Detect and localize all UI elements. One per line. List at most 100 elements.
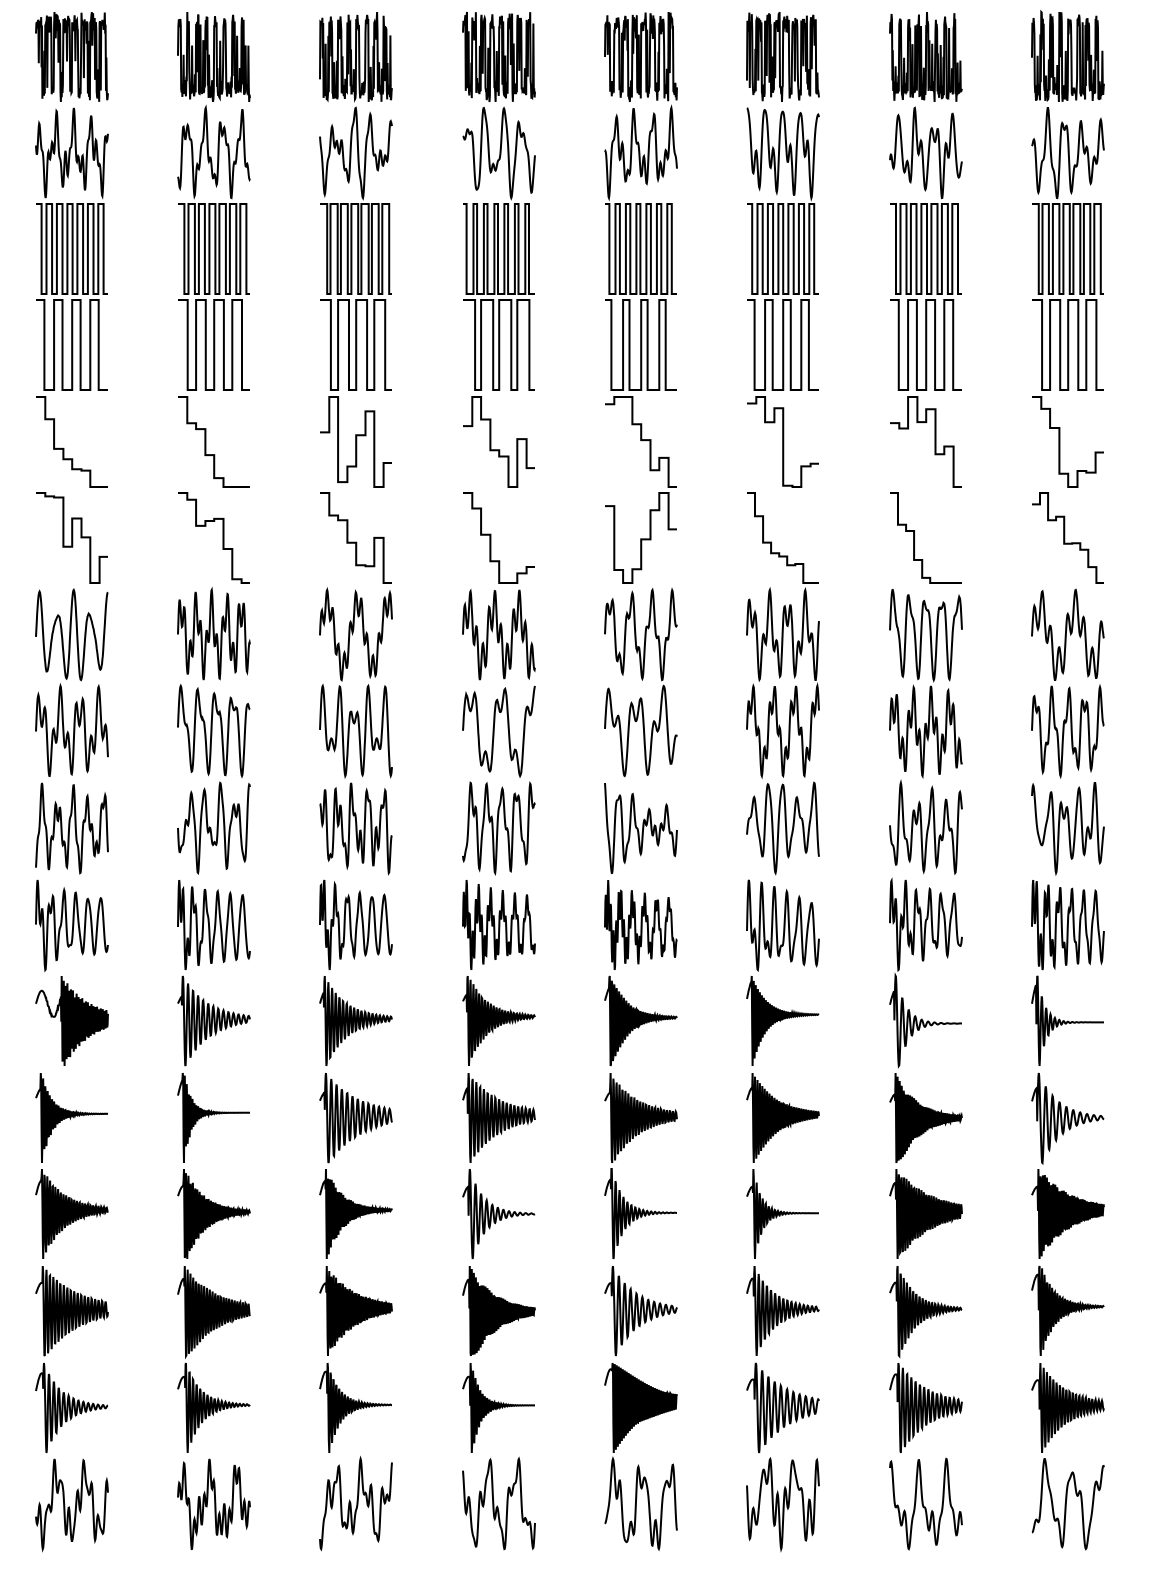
- waveform-r10-c7: [889, 877, 963, 973]
- waveform-r5-c8: [1032, 396, 1104, 488]
- waveform-r11-c3: [319, 975, 393, 1067]
- waveform-r15-c8: [1031, 1362, 1105, 1454]
- waveform-r7-c2: [177, 586, 251, 681]
- waveform-r14-c3: [319, 1265, 393, 1357]
- waveform-r15-c5: [604, 1362, 678, 1454]
- waveform-r7-c8: [1031, 588, 1105, 681]
- waveform-r1-c4: [462, 11, 536, 103]
- waveform-r13-c3: [319, 1168, 393, 1260]
- waveform-r7-c5: [604, 587, 678, 682]
- waveform-r1-c6: [746, 11, 820, 103]
- waveform-r12-c1: [35, 1072, 109, 1164]
- waveform-r13-c4: [462, 1168, 536, 1260]
- waveform-r14-c8: [1031, 1265, 1105, 1357]
- waveform-r16-c3: [319, 1455, 393, 1552]
- waveform-r15-c4: [462, 1362, 535, 1454]
- waveform-r14-c5: [604, 1265, 678, 1357]
- waveform-r1-c8: [1031, 9, 1105, 103]
- waveform-r9-c6: [746, 781, 820, 876]
- waveform-r12-c7: [889, 1072, 963, 1164]
- waveform-r2-c5: [604, 104, 678, 202]
- waveform-r4-c6: [747, 299, 819, 391]
- waveform-r15-c3: [319, 1362, 392, 1454]
- waveform-r5-c3: [320, 396, 392, 488]
- waveform-r14-c6: [746, 1265, 820, 1357]
- waveform-r7-c7: [889, 588, 963, 684]
- waveform-r3-c1: [36, 203, 108, 295]
- waveform-r7-c6: [746, 586, 820, 683]
- waveform-r11-c4: [462, 975, 536, 1067]
- waveform-r11-c8: [1031, 975, 1104, 1067]
- waveform-r7-c4: [462, 588, 536, 681]
- waveform-r16-c6: [746, 1456, 820, 1553]
- waveform-r15-c2: [177, 1362, 251, 1454]
- waveform-r11-c1: [35, 975, 109, 1067]
- waveform-r11-c6: [746, 975, 820, 1067]
- waveform-r6-c6: [747, 492, 819, 584]
- waveform-r1-c5: [604, 11, 678, 103]
- waveform-r9-c3: [319, 782, 393, 876]
- waveform-r3-c6: [747, 203, 819, 295]
- waveform-r13-c5: [604, 1168, 677, 1260]
- waveform-r14-c2: [177, 1265, 251, 1360]
- waveform-r13-c1: [35, 1168, 109, 1260]
- waveform-r9-c2: [177, 781, 251, 876]
- waveform-r8-c1: [35, 682, 109, 778]
- waveform-r9-c1: [35, 782, 109, 875]
- waveform-r8-c6: [746, 682, 820, 780]
- waveform-r16-c1: [35, 1458, 109, 1553]
- waveform-r4-c3: [320, 299, 392, 391]
- waveform-r1-c1: [35, 11, 109, 103]
- waveform-r12-c8: [1031, 1072, 1105, 1166]
- waveform-r9-c5: [604, 782, 678, 875]
- waveform-r14-c4: [462, 1265, 536, 1357]
- waveform-r9-c4: [462, 780, 536, 877]
- waveform-r3-c3: [320, 203, 392, 295]
- waveform-r3-c5: [605, 203, 677, 295]
- waveform-cells: [35, 9, 1105, 1553]
- waveform-r12-c4: [462, 1072, 536, 1164]
- waveform-r13-c8: [1031, 1168, 1105, 1260]
- waveform-r8-c2: [177, 683, 251, 779]
- waveform-r1-c7: [889, 11, 963, 103]
- waveform-r6-c3: [320, 492, 392, 584]
- waveform-r3-c2: [178, 203, 250, 295]
- waveform-r15-c7: [889, 1362, 963, 1454]
- waveform-r2-c6: [746, 107, 820, 202]
- waveform-r6-c5: [605, 492, 677, 584]
- waveform-r5-c5: [605, 396, 677, 488]
- waveform-r1-c2: [177, 11, 251, 103]
- waveform-r8-c8: [1031, 683, 1105, 780]
- waveform-r12-c2: [177, 1072, 250, 1164]
- waveform-r5-c2: [178, 396, 250, 488]
- waveform-r8-c3: [319, 683, 393, 780]
- waveform-r8-c7: [889, 684, 963, 780]
- waveform-r11-c7: [889, 972, 962, 1069]
- waveform-r2-c1: [35, 107, 109, 200]
- waveform-r5-c6: [747, 396, 819, 488]
- waveform-r15-c6: [746, 1362, 820, 1454]
- waveform-r10-c5: [604, 879, 678, 971]
- waveform-r15-c1: [35, 1362, 109, 1454]
- waveform-r4-c2: [178, 299, 250, 391]
- waveform-r4-c4: [463, 299, 535, 391]
- waveform-r8-c4: [462, 685, 536, 779]
- waveform-r12-c5: [604, 1072, 678, 1164]
- waveform-r13-c2: [177, 1168, 251, 1260]
- waveform-r5-c7: [890, 396, 962, 488]
- waveform-r16-c4: [462, 1456, 536, 1551]
- waveform-r13-c7: [889, 1168, 963, 1260]
- waveform-r2-c2: [177, 104, 251, 201]
- waveform-r12-c3: [319, 1072, 393, 1164]
- waveform-r9-c7: [889, 779, 963, 876]
- waveform-r2-c8: [1031, 107, 1105, 200]
- waveform-r7-c3: [319, 586, 393, 683]
- waveform-r14-c7: [889, 1265, 963, 1359]
- waveform-r16-c2: [177, 1458, 251, 1551]
- waveform-r11-c5: [604, 975, 678, 1067]
- waveform-r7-c1: [35, 588, 109, 682]
- waveform-r1-c3: [319, 11, 393, 103]
- waveform-r6-c2: [178, 492, 250, 584]
- waveform-r2-c7: [889, 106, 963, 200]
